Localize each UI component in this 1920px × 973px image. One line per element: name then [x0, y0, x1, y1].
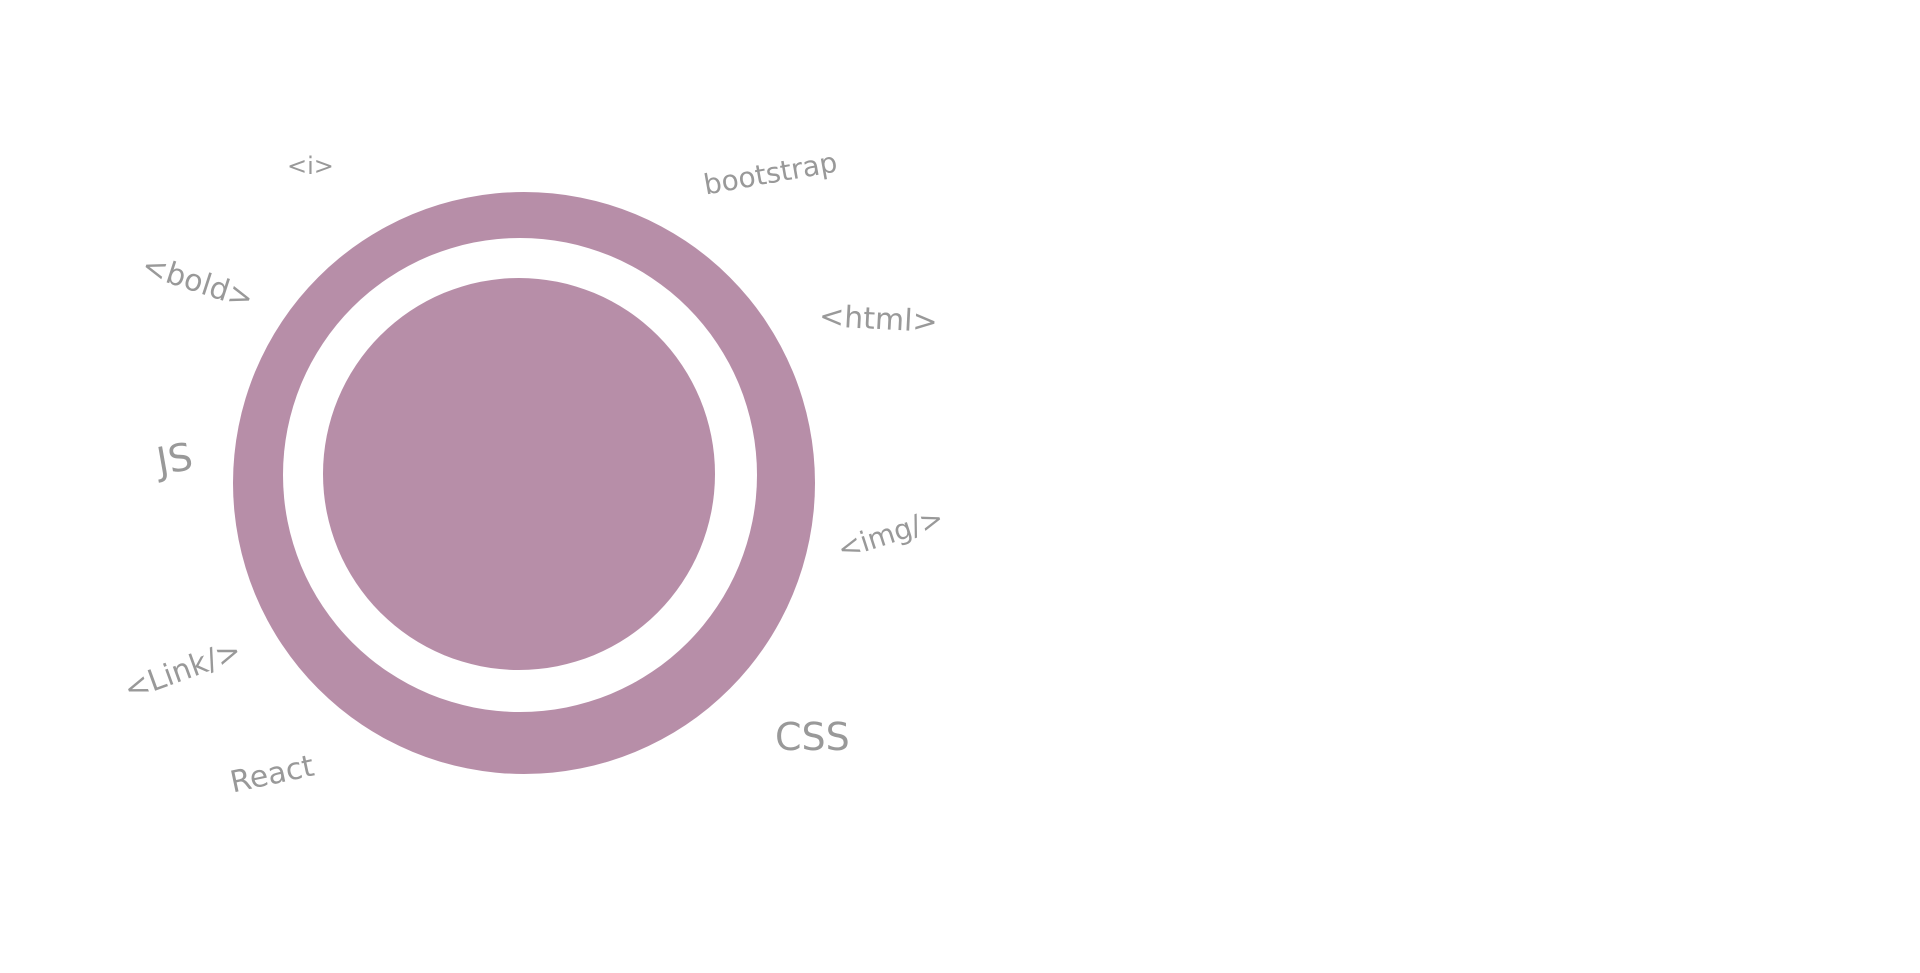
- tag-i-label: <i>: [287, 152, 334, 180]
- tag-bootstrap-label: bootstrap: [701, 145, 840, 202]
- tag-link-label: <Link/>: [119, 633, 246, 708]
- tag-bold-label: <bold>: [137, 248, 258, 317]
- tag-html-label: <html>: [818, 298, 939, 341]
- tag-img-label: <img/>: [833, 500, 948, 567]
- tag-css-label: CSS: [775, 715, 850, 759]
- tag-js-label: JS: [153, 434, 196, 484]
- inner-circle: [323, 278, 715, 670]
- tag-react-label: React: [227, 748, 318, 801]
